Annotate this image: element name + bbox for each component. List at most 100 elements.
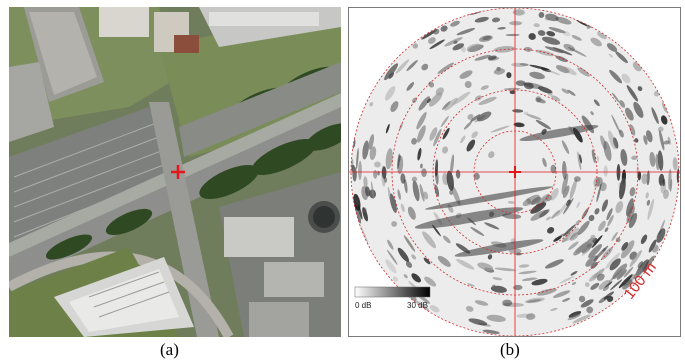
radar-return [562,297,571,302]
radar-return [668,168,672,190]
radar-return [571,282,577,285]
radar-return [477,262,494,271]
radar-return [659,130,665,151]
radar-return [459,70,473,79]
radar-return [523,82,534,90]
radar-return [603,291,614,300]
radar-return [492,277,503,281]
radar-return [547,69,561,76]
radar-return [531,278,548,286]
radar-return [484,222,500,230]
radar-return [568,311,582,318]
radar-return [428,92,443,107]
radar-return [456,27,476,36]
radar-return [610,279,623,291]
radar-return [581,248,590,256]
radar-return [619,100,626,108]
colorbar-min-label: 0 dB [355,301,371,310]
radar-return [568,241,579,251]
radar-return [544,17,551,21]
radar-return [658,126,664,132]
radar-return [605,252,621,269]
radar-return [470,114,481,122]
radar-return [505,33,520,37]
radar-return [603,165,608,177]
radar-return [607,214,614,227]
radar-return [442,127,450,140]
radar-return [368,134,375,150]
radar-return [546,216,551,221]
radar-return [537,30,546,36]
radar-return [488,151,495,159]
radar-return [663,189,669,199]
radar-return [575,219,581,226]
radar-return [397,189,401,201]
radar-return [551,95,561,102]
radar-return [661,102,668,113]
radar-return [596,273,605,281]
radar-return [596,155,600,162]
radar-return [643,135,648,145]
radar-return [369,102,374,107]
radar-return [649,151,656,167]
radar-return [569,179,577,200]
radar-return [400,203,405,213]
radar-return [437,255,451,267]
radar-return [567,313,581,321]
radar-return [423,257,431,265]
radar-return [434,184,440,197]
radar-return [522,277,538,282]
radar-return [412,180,420,202]
radar-return [537,86,553,94]
radar-return [352,166,357,182]
radar-return [618,129,624,138]
radar-return [588,244,603,258]
radar-return [562,160,567,180]
radar-return [487,55,497,60]
radar-return [593,99,600,107]
radar-return [618,177,626,200]
radar-return [660,115,668,125]
radar-return [476,111,492,122]
center-marker-icon [171,165,185,179]
radar-return [398,154,401,162]
radar-return [579,154,583,164]
radar-return [429,127,438,141]
radar-return [608,53,614,58]
radar-return [423,191,429,200]
radar-return [631,155,638,161]
radar-return [442,235,451,244]
radar-return [594,208,600,215]
radar-return [363,176,368,188]
radar-return [574,176,581,182]
radar-return [451,185,461,206]
radar-return [550,164,557,174]
radar-return [647,198,655,220]
radar-return [494,267,517,272]
radar-return [390,101,399,113]
radar-return [602,285,610,292]
radar-return [601,199,609,212]
radar-return [391,220,398,227]
radar-map: 100 m 0 dB 30 dB [349,8,680,336]
radar-return [548,27,566,34]
radar-return [580,299,594,308]
radar-return [452,43,465,51]
radar-return [628,212,638,229]
radar-return [611,114,621,134]
radar-return [561,88,569,94]
radar-return [609,258,621,271]
radar-return [518,270,537,275]
radar-return [544,259,564,269]
radar-return [598,279,611,290]
radar-return [412,43,419,49]
radar-return [385,123,390,134]
radar-return [474,300,489,306]
radar-return [450,154,455,176]
radar-return [653,90,660,97]
radar-return [626,205,635,223]
radar-return [518,264,530,268]
radar-return [524,297,545,304]
radar-return [470,226,485,236]
radar-return [585,237,595,248]
